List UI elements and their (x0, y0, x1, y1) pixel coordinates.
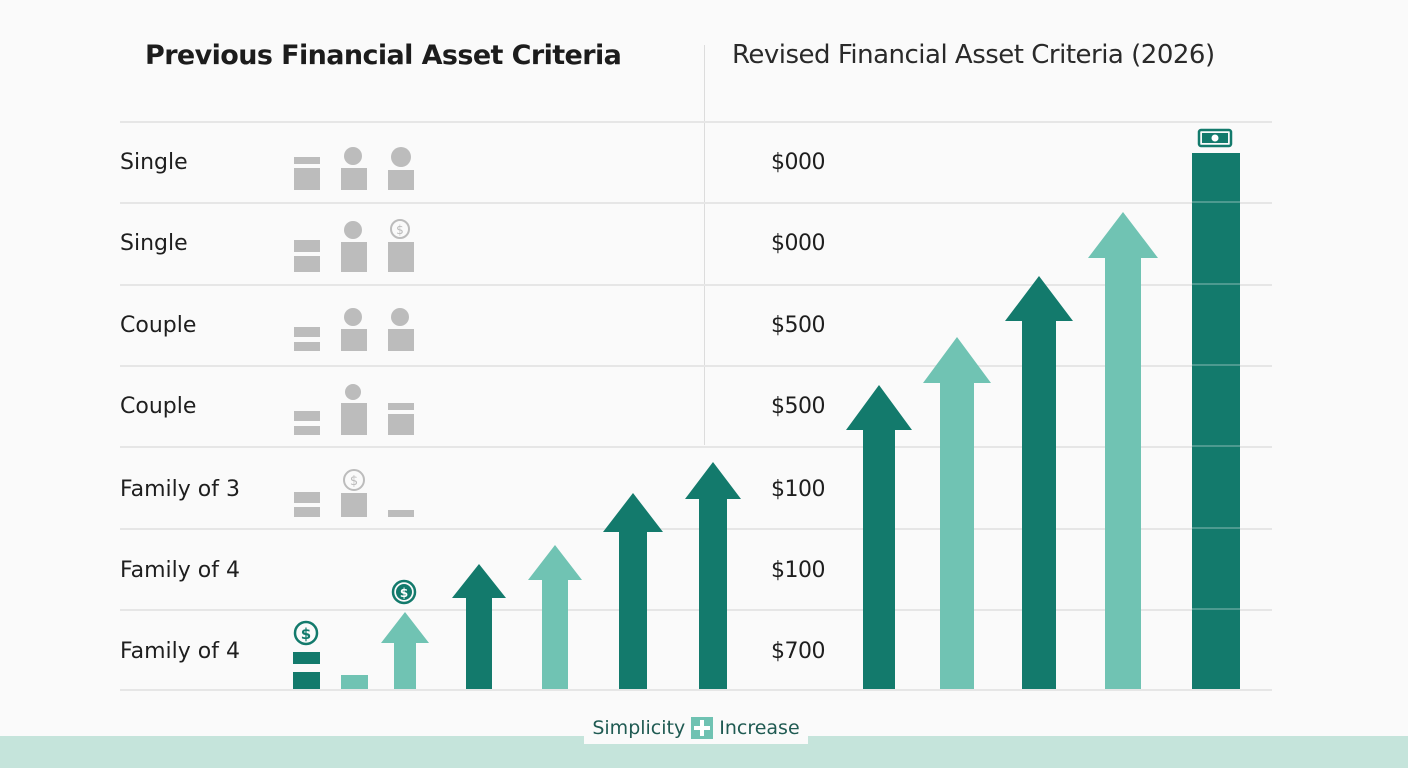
up-arrow-icon (685, 462, 741, 689)
person-icon (341, 147, 367, 190)
dollar-coin-icon: $ (343, 469, 365, 491)
document-icon (294, 327, 320, 351)
document-icon (388, 510, 414, 517)
teal-block (293, 652, 320, 664)
row-value: $700 (771, 639, 826, 664)
up-arrow-icon (381, 612, 429, 689)
row-value: $000 (771, 231, 826, 256)
up-arrow-icon (1088, 212, 1158, 689)
row-label-family-of-4: Family of 4 (120, 639, 240, 664)
revised-criteria-title: Revised Financial Asset Criteria (2026) (732, 40, 1215, 70)
row-value: $500 (771, 394, 826, 419)
person-icon (341, 221, 367, 272)
document-icon (294, 411, 320, 435)
person-icon (388, 308, 414, 351)
row-divider (120, 609, 1272, 611)
document-icon (294, 492, 320, 517)
tall-bar (1192, 153, 1240, 689)
svg-text:$: $ (301, 625, 311, 643)
teal-block (341, 675, 368, 689)
document-icon (294, 240, 320, 272)
up-arrow-icon (452, 564, 506, 689)
teal-block (293, 672, 320, 689)
row-label-family-of-3: Family of 3 (120, 477, 240, 502)
row-divider (120, 528, 1272, 530)
row-label-single: Single (120, 150, 188, 175)
legend-simplicity-label: Simplicity (592, 717, 686, 739)
person-icon (388, 147, 414, 190)
svg-text:$: $ (350, 474, 358, 489)
row-divider (120, 202, 1272, 204)
row-divider (120, 365, 1272, 367)
plus-icon (691, 717, 714, 739)
up-arrow-icon (1005, 276, 1073, 689)
document-icon (294, 157, 320, 190)
row-label-couple: Couple (120, 313, 197, 338)
row-value: $100 (771, 558, 826, 583)
row-value: $500 (771, 313, 826, 338)
svg-text:$: $ (396, 223, 404, 237)
person-icon (341, 308, 367, 351)
person-icon (341, 384, 367, 435)
svg-text:$: $ (400, 586, 408, 600)
row-value: $000 (771, 150, 826, 175)
up-arrow-icon (846, 385, 912, 689)
legend: Simplicity Increase (584, 712, 808, 744)
row-label-couple: Couple (120, 394, 197, 419)
row-label-single: Single (120, 231, 188, 256)
up-arrow-icon (603, 493, 663, 689)
banknote-icon (1197, 128, 1233, 148)
document-icon (388, 242, 414, 272)
dollar-coin-icon: $ (390, 219, 410, 239)
document-icon (388, 403, 414, 435)
previous-criteria-title: Previous Financial Asset Criteria (145, 40, 622, 71)
row-divider (120, 284, 1272, 286)
dollar-coin-icon: $ (293, 620, 319, 646)
row-divider (120, 121, 1272, 123)
legend-increase-label: Increase (719, 717, 800, 739)
column-divider (704, 45, 705, 445)
up-arrow-icon (923, 337, 991, 689)
dollar-coin-icon: $ (391, 579, 417, 605)
row-divider (120, 446, 1272, 448)
row-divider (120, 689, 1272, 691)
row-label-family-of-4: Family of 4 (120, 558, 240, 583)
row-value: $100 (771, 477, 826, 502)
up-arrow-icon (528, 545, 582, 689)
document-icon (341, 493, 367, 517)
